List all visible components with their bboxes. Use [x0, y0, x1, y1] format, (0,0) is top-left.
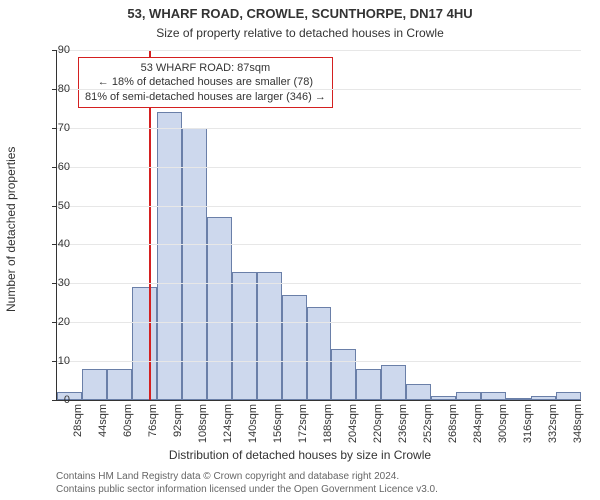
- x-tick-label: 236sqm: [397, 404, 409, 443]
- x-tick-label: 108sqm: [197, 404, 209, 443]
- y-axis-label: Number of detached properties: [4, 147, 18, 312]
- x-tick-label: 252sqm: [422, 404, 434, 443]
- histogram-bar: [406, 384, 431, 400]
- gridline: [57, 89, 581, 90]
- x-tick-label: 268sqm: [447, 404, 459, 443]
- histogram-bar: [431, 396, 456, 400]
- histogram-bar: [356, 369, 381, 400]
- footer-line-2: Contains public sector information licen…: [56, 484, 438, 497]
- x-tick-label: 76sqm: [147, 404, 159, 437]
- x-tick-label: 300sqm: [497, 404, 509, 443]
- x-tick-label: 44sqm: [97, 404, 109, 437]
- histogram-bar: [381, 365, 406, 400]
- histogram-bar: [157, 112, 182, 400]
- histogram-bar: [307, 307, 332, 400]
- x-tick-label: 188sqm: [322, 404, 334, 443]
- x-tick-label: 172sqm: [297, 404, 309, 443]
- gridline: [57, 283, 581, 284]
- annotation-box: 53 WHARF ROAD: 87sqm← 18% of detached ho…: [78, 57, 333, 108]
- histogram-bar: [257, 272, 282, 400]
- x-tick-label: 332sqm: [547, 404, 559, 443]
- y-tick-label: 40: [44, 238, 70, 250]
- x-tick-label: 284sqm: [472, 404, 484, 443]
- x-tick-label: 204sqm: [347, 404, 359, 443]
- annotation-line: 81% of semi-detached houses are larger (…: [85, 90, 326, 104]
- y-tick-label: 10: [44, 355, 70, 367]
- histogram-bar: [506, 398, 531, 400]
- annotation-line: 53 WHARF ROAD: 87sqm: [85, 61, 326, 75]
- x-tick-label: 348sqm: [572, 404, 584, 443]
- histogram-bar: [282, 295, 307, 400]
- chart-container: { "chart": { "type": "histogram", "title…: [0, 0, 600, 500]
- gridline: [57, 322, 581, 323]
- histogram-bar: [232, 272, 257, 400]
- histogram-bar: [456, 392, 481, 400]
- histogram-bar: [82, 369, 107, 400]
- y-tick-label: 60: [44, 161, 70, 173]
- x-tick-label: 92sqm: [172, 404, 184, 437]
- y-tick-label: 20: [44, 316, 70, 328]
- gridline: [57, 128, 581, 129]
- y-tick-label: 80: [44, 83, 70, 95]
- x-tick-label: 28sqm: [72, 404, 84, 437]
- x-tick-label: 156sqm: [272, 404, 284, 443]
- gridline: [57, 244, 581, 245]
- attribution-footer: Contains HM Land Registry data © Crown c…: [56, 471, 438, 496]
- gridline: [57, 50, 581, 51]
- x-tick-label: 140sqm: [247, 404, 259, 443]
- histogram-bar: [481, 392, 506, 400]
- gridline: [57, 361, 581, 362]
- gridline: [57, 206, 581, 207]
- histogram-bar: [132, 287, 157, 400]
- annotation-line: ← 18% of detached houses are smaller (78…: [85, 75, 326, 89]
- histogram-bar: [182, 128, 207, 400]
- chart-subtitle: Size of property relative to detached ho…: [0, 26, 600, 40]
- x-tick-label: 220sqm: [372, 404, 384, 443]
- x-tick-label: 60sqm: [122, 404, 134, 437]
- histogram-bar: [531, 396, 556, 400]
- chart-title-address: 53, WHARF ROAD, CROWLE, SCUNTHORPE, DN17…: [0, 6, 600, 21]
- x-axis-label: Distribution of detached houses by size …: [0, 448, 600, 462]
- footer-line-1: Contains HM Land Registry data © Crown c…: [56, 471, 438, 484]
- y-tick-label: 0: [44, 394, 70, 406]
- histogram-bar: [107, 369, 132, 400]
- plot-area: 53 WHARF ROAD: 87sqm← 18% of detached ho…: [56, 50, 581, 401]
- y-tick-label: 50: [44, 200, 70, 212]
- y-tick-label: 70: [44, 122, 70, 134]
- y-tick-label: 90: [44, 44, 70, 56]
- x-tick-label: 124sqm: [222, 404, 234, 443]
- histogram-bar: [556, 392, 581, 400]
- y-tick-label: 30: [44, 277, 70, 289]
- gridline: [57, 167, 581, 168]
- histogram-bar: [331, 349, 356, 400]
- x-tick-label: 316sqm: [522, 404, 534, 443]
